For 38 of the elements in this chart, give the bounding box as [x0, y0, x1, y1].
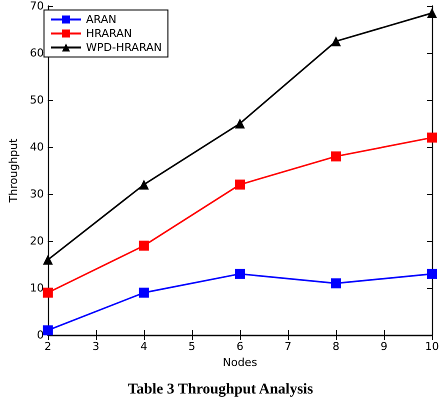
legend-label: WPD-HRARAN: [86, 41, 162, 54]
y-tick-label: 30: [30, 188, 44, 200]
y-tick-label: 10: [30, 282, 44, 294]
y-tick-label: 70: [30, 0, 44, 12]
point: [138, 180, 149, 190]
point: [330, 151, 341, 162]
point: [427, 268, 437, 279]
x-tick-label: 4: [140, 340, 148, 353]
legend-label: ARAN: [86, 13, 116, 26]
x-tick-label: 2: [44, 340, 52, 353]
x-tick-label: 6: [236, 340, 244, 353]
x-tick-label: 3: [92, 340, 100, 353]
y-axis-title: Throughput: [7, 138, 20, 204]
y-tick-label: 40: [30, 140, 44, 154]
caption: Table 3 Throughput Analysis: [128, 382, 314, 398]
point: [138, 240, 149, 251]
y-tick-label: 0: [36, 328, 44, 342]
y-tick-label: 60: [30, 46, 44, 60]
x-tick-label: 5: [188, 340, 196, 353]
point: [234, 268, 245, 279]
point: [42, 325, 53, 336]
x-tick-label: 7: [284, 340, 292, 353]
legend-label: HRARAN: [86, 27, 132, 40]
x-axis-title: Nodes: [222, 356, 258, 369]
point: [234, 118, 245, 128]
x-tick-label: 8: [332, 340, 340, 353]
point: [42, 254, 53, 265]
point: [330, 36, 341, 46]
point: [138, 288, 149, 298]
point: [330, 278, 341, 288]
point: [427, 8, 437, 18]
y-tick-label: 50: [30, 94, 44, 106]
y-tick-label: 20: [30, 234, 44, 248]
point: [234, 180, 245, 190]
x-tick-label: 9: [380, 340, 388, 353]
point: [427, 132, 437, 143]
point: [42, 288, 53, 298]
x-tick-label: 10: [425, 340, 439, 353]
